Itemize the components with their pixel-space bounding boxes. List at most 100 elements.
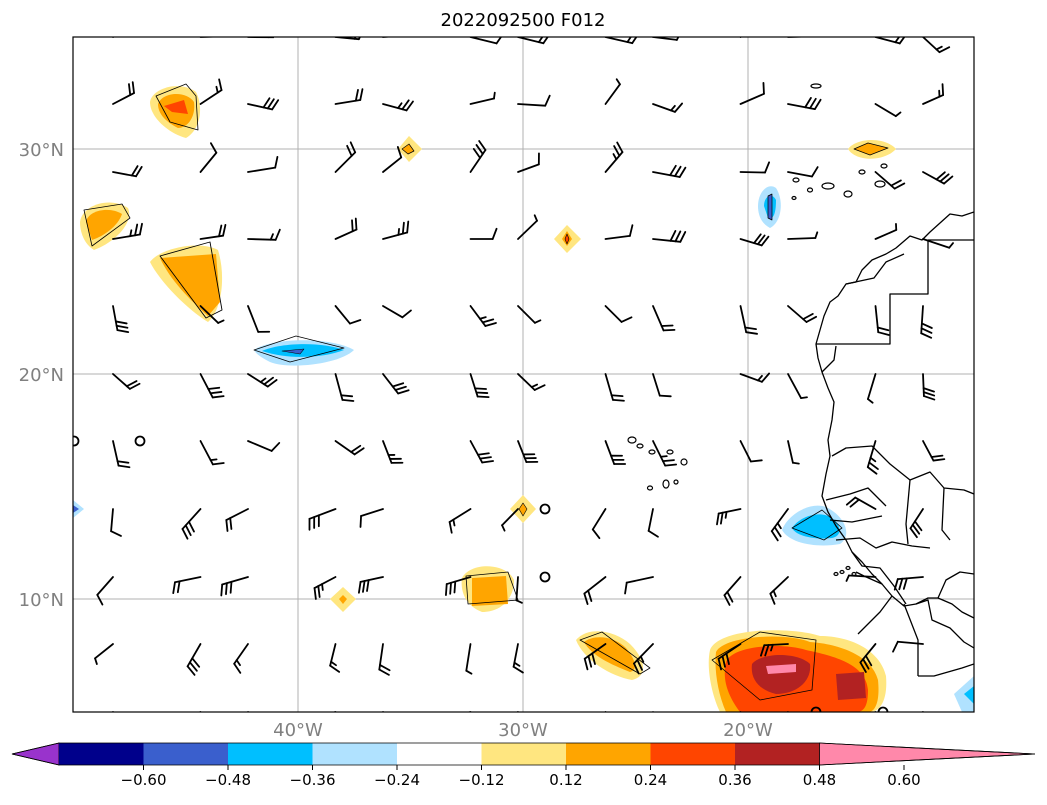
border-line <box>857 595 893 635</box>
anomaly-patch <box>964 686 974 704</box>
wind-barb <box>382 373 410 395</box>
wind-barb <box>358 576 384 594</box>
wind-barb <box>466 711 472 712</box>
island <box>839 569 845 575</box>
border-line <box>835 537 931 549</box>
wind-barb <box>334 37 361 41</box>
colorbar-segment <box>650 743 736 765</box>
anomaly-patch <box>160 254 220 316</box>
wind-barb <box>199 305 225 324</box>
border-line <box>821 345 837 373</box>
wind-barb <box>1011 441 1034 461</box>
wind-barb <box>225 508 249 532</box>
wind-barb <box>982 640 1010 651</box>
colorbar-segment <box>143 743 229 765</box>
wind-barb <box>989 577 1011 601</box>
wind-barb <box>512 643 524 674</box>
colorbar-segment <box>59 743 144 765</box>
wind-barb <box>787 166 819 178</box>
wind-barb <box>652 373 672 398</box>
wind-barb <box>382 37 396 38</box>
wind-barb <box>465 643 473 675</box>
calm-circle <box>877 706 889 712</box>
wind-barb <box>739 305 758 335</box>
wind-barb <box>96 576 114 606</box>
lon-label-40w: 40°W <box>273 720 323 741</box>
wind-barb <box>604 141 624 173</box>
wind-barb <box>604 440 627 465</box>
border-line <box>851 551 907 605</box>
wind-barb <box>922 83 945 105</box>
wind-barb <box>382 99 414 112</box>
colorbar-segment <box>735 743 820 765</box>
wind-barb <box>787 373 808 399</box>
wind-barb <box>334 440 365 456</box>
wind-barb <box>112 165 143 178</box>
coastlines <box>815 211 974 677</box>
border-line <box>845 253 905 285</box>
anomaly-patch <box>766 664 796 674</box>
wind-barb <box>308 508 337 531</box>
wind-barb <box>874 37 906 45</box>
wind-barb <box>604 37 638 45</box>
island <box>810 83 822 89</box>
wind-barb <box>247 373 278 388</box>
contour-line <box>281 348 305 355</box>
wind-barb <box>874 171 906 190</box>
wind-barb <box>647 508 659 538</box>
wind-barb <box>111 711 114 712</box>
wind-barb <box>922 37 951 54</box>
calm-circle <box>73 435 80 447</box>
wind-barb <box>334 88 364 105</box>
wind-barb <box>329 643 341 673</box>
anomaly-patch <box>472 576 508 606</box>
contour-line <box>253 335 345 363</box>
wind-barb <box>199 224 227 240</box>
wind-barb <box>112 305 130 334</box>
wind-barb <box>247 440 281 452</box>
wind-barb <box>112 37 115 38</box>
colorbar-segment <box>566 743 651 765</box>
island <box>646 485 654 491</box>
wind-barb <box>604 373 625 402</box>
anomaly-patch <box>339 595 347 604</box>
colorbar-extend-low <box>11 742 60 766</box>
map-frame <box>72 36 975 713</box>
colorbar-tick-label: 0.60 <box>887 771 920 789</box>
wind-barb <box>469 91 496 105</box>
wind-barb <box>517 152 540 173</box>
wind-barb <box>112 81 135 105</box>
island <box>662 479 670 489</box>
border-line <box>905 479 911 545</box>
contour-line <box>83 203 131 247</box>
wind-barb <box>922 171 954 185</box>
wind-barb <box>517 305 542 324</box>
wind-barb <box>1011 104 1041 116</box>
wind-barb <box>873 711 877 712</box>
colorbar-tick-label: −0.48 <box>205 771 251 789</box>
calm-markers <box>73 435 889 712</box>
island <box>791 195 797 201</box>
wind-barb <box>199 37 227 38</box>
anomaly-patch <box>73 505 79 513</box>
wind-barb <box>517 214 538 240</box>
colorbar-tick-label: 0.36 <box>718 771 751 789</box>
wind-barb <box>1008 374 1018 401</box>
wind-barb <box>739 233 770 247</box>
wind-barb <box>652 230 687 243</box>
wind-barb <box>469 373 490 399</box>
island <box>821 182 835 190</box>
wind-barb <box>198 711 202 712</box>
wind-barb <box>469 227 498 240</box>
wind-barb <box>1011 37 1044 48</box>
island <box>843 190 853 198</box>
border-line <box>855 571 883 585</box>
gridlines <box>73 37 974 712</box>
wind-barb <box>769 576 789 605</box>
wind-barb <box>199 440 225 466</box>
island <box>874 180 886 188</box>
wind-barb <box>469 37 503 45</box>
anomaly-patch <box>86 209 122 240</box>
anomaly-patch <box>584 637 635 672</box>
wind-barb <box>199 142 218 173</box>
